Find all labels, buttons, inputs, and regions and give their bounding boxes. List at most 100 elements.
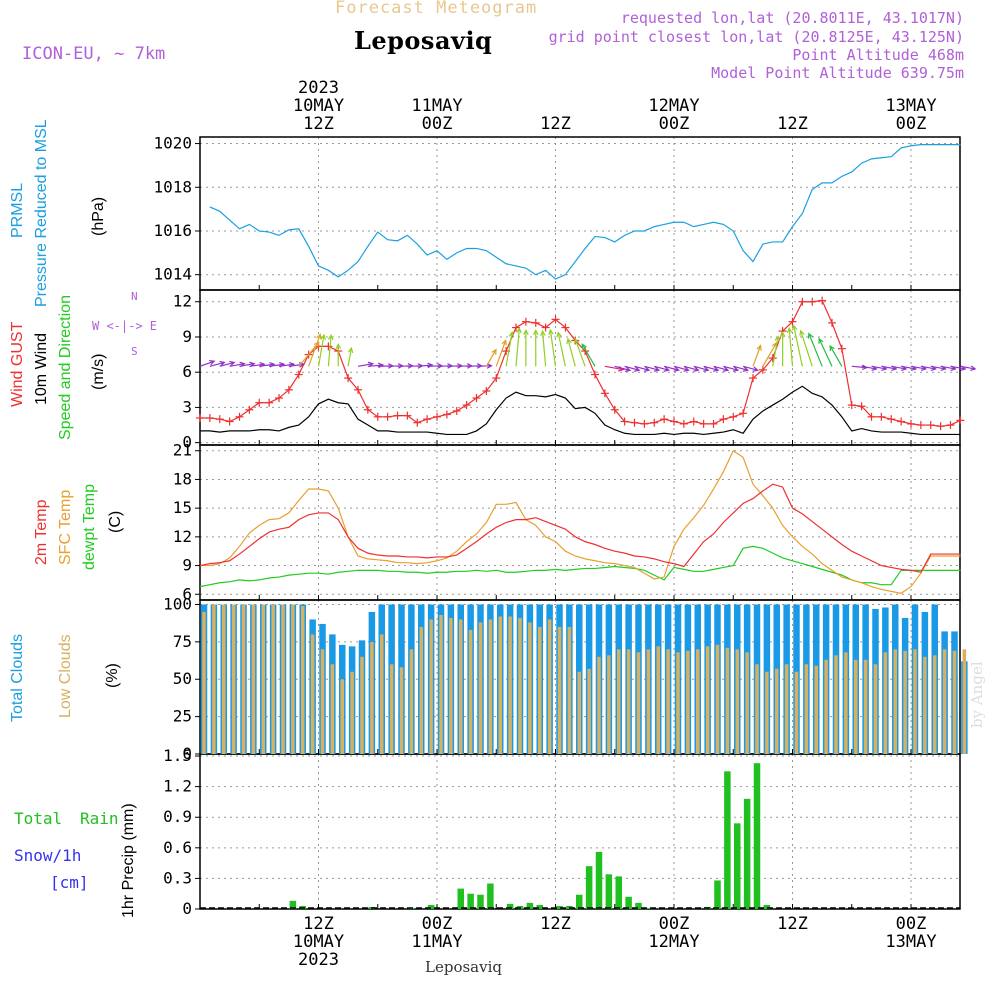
wind-direction-arrow <box>548 328 557 367</box>
wind-arrow-shaft <box>229 363 245 367</box>
low-cloud-bar <box>310 634 315 754</box>
wind-direction-arrow <box>673 365 690 372</box>
wind-gust-marker <box>235 412 244 421</box>
wind-gust-marker <box>837 344 846 353</box>
low-cloud-bar <box>923 656 927 754</box>
wind-gust-marker <box>808 297 817 306</box>
wind-arrow-head <box>807 332 814 339</box>
wind-gust-marker <box>739 409 748 418</box>
wind-arrow-head <box>327 334 334 341</box>
precip-bar <box>536 904 543 909</box>
wind-arrow-head <box>566 337 572 345</box>
precip-rain-label: Rain <box>80 809 119 828</box>
wind-arrow-head <box>491 348 497 355</box>
wind-compass-s: S <box>131 345 138 358</box>
wind-arrow-shaft <box>891 365 907 370</box>
wind-arrow-shaft <box>505 332 513 367</box>
wind-arrow-shaft <box>367 364 383 367</box>
time-label-top: 11MAY <box>411 96 462 116</box>
y-tick-label: 18 <box>173 469 192 488</box>
wind-direction-arrow <box>663 365 680 372</box>
y-tick-label: 1016 <box>153 221 192 240</box>
wind-arrow-head <box>799 329 805 336</box>
wind-gust-marker <box>916 421 925 430</box>
time-label-top: 10MAY <box>293 96 344 116</box>
low-cloud-bar <box>656 646 660 754</box>
low-cloud-bar <box>498 616 502 754</box>
wind-gust-marker <box>897 417 906 426</box>
wind-gust-marker <box>709 419 718 428</box>
wind-arrow-head <box>624 366 632 373</box>
wind-direction-arrow <box>515 327 522 367</box>
wind-arrow-head <box>532 329 539 336</box>
low-cloud-bar <box>301 605 305 754</box>
low-cloud-bar <box>577 671 581 754</box>
wind-arrow-shaft <box>818 338 833 367</box>
wind-arrow-head <box>347 346 354 354</box>
wind-arrow-shaft <box>259 363 275 367</box>
wind-gust-marker <box>600 389 609 398</box>
wind-gust-marker <box>630 418 639 427</box>
wind-direction-arrow <box>791 324 803 367</box>
wind-gust-marker <box>828 318 836 327</box>
wind-direction-arrow <box>807 332 823 367</box>
wind-arrow-head <box>779 331 786 338</box>
low-cloud-bar <box>893 649 897 754</box>
wind-gust-marker <box>275 394 283 403</box>
time-label-bottom: 00Z <box>659 914 690 934</box>
wind-arrow-shaft <box>851 365 867 369</box>
wind-arrow-shaft <box>495 340 507 367</box>
y-tick-label: 9 <box>182 327 192 346</box>
low-cloud-bar <box>646 649 651 754</box>
wind-gust-marker <box>413 418 422 427</box>
low-cloud-bar <box>636 652 641 754</box>
low-cloud-bar <box>212 604 216 754</box>
wind-gust-marker <box>956 416 965 425</box>
y-tick-label: 50 <box>173 669 192 688</box>
wind-direction-arrow <box>713 365 730 372</box>
low-cloud-bar <box>844 652 848 754</box>
wind-gust-marker <box>907 419 915 428</box>
precip-bar <box>457 888 464 909</box>
wind-direction-arrow <box>654 365 671 372</box>
wind-arrow-shaft <box>752 345 762 367</box>
low-cloud-bar <box>913 649 917 754</box>
wind-gust-marker <box>265 398 274 407</box>
low-cloud-bar <box>518 617 522 754</box>
low-cloud-bar <box>419 626 423 754</box>
wind-compass-n: N <box>131 290 138 303</box>
time-label-top: 12Z <box>303 114 334 134</box>
wind-arrow-head <box>818 337 824 344</box>
wind-direction-arrow <box>703 365 720 372</box>
low-cloud-bar <box>873 664 878 754</box>
wind-gust-marker <box>719 415 728 424</box>
low-cloud-bar <box>508 616 512 754</box>
wind-direction-arrow <box>317 333 327 367</box>
wind-direction-arrow <box>556 331 566 367</box>
time-label-bottom: 10MAY <box>293 932 344 952</box>
wind-direction-arrow <box>574 337 586 367</box>
wind-direction-arrow <box>752 344 762 367</box>
wind-direction-arrow <box>818 337 833 367</box>
wind-gust-marker <box>294 370 303 379</box>
precip-bar <box>576 894 583 909</box>
low-cloud-bar <box>617 649 621 754</box>
precip-snow-label: Snow/1h <box>14 846 82 865</box>
y-tick-label: 1020 <box>153 134 192 153</box>
low-cloud-bar <box>320 649 325 754</box>
low-cloud-bar <box>814 665 818 754</box>
wind-arrow-shaft <box>788 328 794 367</box>
precip-total-label: Total <box>14 809 63 828</box>
requested-coords: requested lon,lat (20.8011E, 43.1017N) <box>620 9 964 27</box>
wind-gust-marker <box>215 415 224 424</box>
wind-gust-marker <box>442 410 451 419</box>
wind-arrow-shaft <box>800 330 813 367</box>
low-cloud-bar <box>409 649 414 754</box>
wind-arrow-head <box>752 366 759 372</box>
wind-arrow-head <box>320 333 327 340</box>
wind-gust-marker <box>887 415 896 424</box>
wind-direction-arrow <box>693 365 710 372</box>
time-label-bottom: 13MAY <box>885 932 936 952</box>
model-label: ICON-EU, ~ 7km <box>22 44 166 64</box>
